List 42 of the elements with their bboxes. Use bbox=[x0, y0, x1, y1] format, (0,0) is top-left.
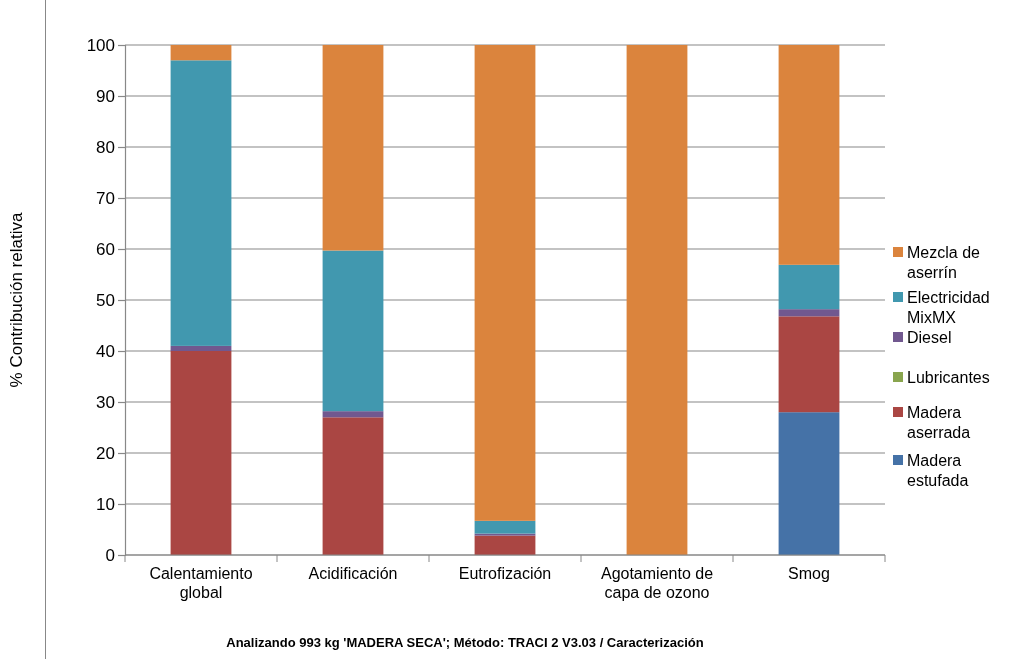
y-tick-label: 70 bbox=[96, 188, 115, 208]
bar bbox=[474, 533, 536, 536]
bar bbox=[778, 45, 840, 265]
bar bbox=[322, 250, 384, 412]
x-tick-label: Agotamiento de capa de ozono bbox=[600, 565, 714, 601]
bar bbox=[170, 345, 232, 351]
bar bbox=[626, 45, 688, 555]
bar bbox=[778, 316, 840, 413]
text: Analizando 993 kg 'MADERA SECA'; Método: TRACI 2 V3.03 / Caracterización bbox=[226, 635, 704, 650]
bar bbox=[170, 60, 232, 346]
bar bbox=[778, 309, 840, 317]
y-tick-label: 20 bbox=[96, 443, 115, 463]
x-tick-label: Calentamiento global bbox=[149, 565, 253, 601]
bar bbox=[170, 351, 232, 555]
bar bbox=[474, 45, 536, 521]
y-axis-title: % Contribución relativa bbox=[7, 212, 26, 388]
legend-label: Diesel bbox=[907, 329, 952, 346]
bar bbox=[322, 45, 384, 251]
legend-label: Electricidad MixMX bbox=[907, 289, 990, 326]
bar bbox=[170, 45, 232, 61]
y-tick-label: 0 bbox=[105, 545, 115, 565]
y-tick-label: 50 bbox=[96, 290, 115, 310]
bar bbox=[474, 535, 536, 555]
bar bbox=[474, 520, 536, 534]
bar bbox=[322, 411, 384, 418]
y-tick-label: 60 bbox=[96, 239, 115, 259]
x-tick-label: Acidificación bbox=[308, 565, 398, 582]
y-tick-label: 80 bbox=[96, 137, 115, 157]
legend-label: Mezcla de aserrín bbox=[907, 244, 981, 281]
x-tick-label: Smog bbox=[788, 565, 830, 582]
x-tick-label: Eutrofización bbox=[458, 565, 552, 582]
y-tick-label: 90 bbox=[96, 86, 115, 106]
legend-label: Madera aserrada bbox=[907, 404, 971, 441]
legend-label: Lubricantes bbox=[907, 369, 990, 386]
y-tick-label: 30 bbox=[96, 392, 115, 412]
y-tick-label: 100 bbox=[86, 35, 115, 55]
bar bbox=[778, 264, 840, 310]
bar bbox=[322, 417, 384, 555]
y-tick-label: 10 bbox=[96, 494, 115, 514]
y-tick-label: 40 bbox=[96, 341, 115, 361]
legend-label: Madera estufada bbox=[907, 452, 969, 489]
bar bbox=[778, 412, 840, 555]
